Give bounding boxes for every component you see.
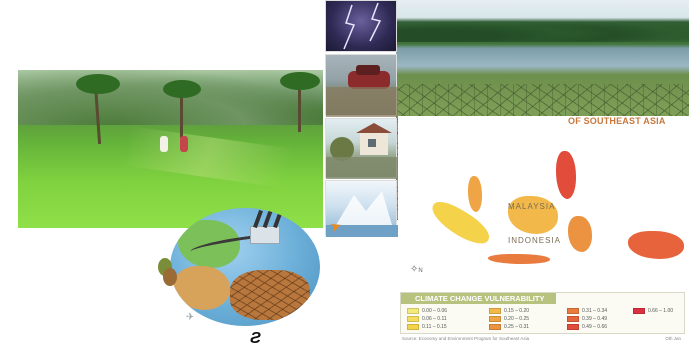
cracked-earth [230,270,310,320]
map-source-note: Source: Economy and Environment Program … [402,336,530,341]
palm-tree-trunk [298,82,301,132]
philippines-region [556,151,576,199]
borneo-region [508,196,558,234]
malay-peninsula-region [468,176,482,212]
legend-item: 0.31 – 0.34 [567,307,607,314]
legend-swatch [567,307,579,314]
legend-item: 0.25 – 0.31 [489,323,529,330]
compass-icon: ✧N [410,264,423,275]
logo-mark: Ƨ [250,330,261,344]
legend-label: 0.20 – 0.25 [504,315,530,322]
legend-swatch [567,323,579,330]
legend-item: 0.15 – 0.20 [489,307,529,314]
farmer-figure [180,136,188,152]
lightning-icon [343,2,382,50]
legend-swatch [407,323,419,330]
rice-field-photo [18,70,323,228]
lightning-storm-photo [325,0,397,52]
legend-title: CLIMATE CHANGE VULNERABILITY [401,293,556,304]
papua-region [628,231,684,259]
flooded-car-photo [325,54,398,117]
palm-tree-crown [163,80,201,98]
java-region [488,254,550,264]
sand-land [174,266,230,310]
compass-label: N [418,268,423,274]
legend-label: 0.49 – 0.66 [582,323,608,330]
iceberg-icon [326,191,398,237]
farmer-figure [160,136,168,152]
legend-label: 0.31 – 0.34 [582,307,608,314]
legend-item: 0.49 – 0.66 [567,323,607,330]
map-title: OF SOUTHEAST ASIA [568,116,666,126]
legend-swatch [489,323,501,330]
legend-label: 0.11 – 0.15 [422,323,447,330]
legend-item: 0.66 – 1.00 [633,307,673,314]
legend-label: 0.39 – 0.49 [582,315,608,322]
factory-icon [250,226,280,244]
car-icon [326,65,398,117]
tree-line [396,12,689,42]
field-path [126,126,323,194]
legend-swatch [567,315,579,322]
legend-swatch [489,307,501,314]
plane-icon: ✈ [186,312,195,323]
vulnerability-map: OF SOUTHEAST ASIA MALAYSIA INDONESIA ✧N … [398,116,689,344]
legend-item: 0.06 – 0.11 [407,315,447,322]
house-icon [326,123,398,179]
melting-ice-photo [325,180,398,237]
legend-swatch [407,315,419,322]
legend-item: 0.00 – 0.06 [407,307,447,314]
legend-label: 0.06 – 0.11 [422,315,447,322]
legend-label: 0.00 – 0.06 [422,307,448,314]
tree-icon [163,268,177,286]
mountain-hills [18,70,323,125]
palm-tree-crown [76,74,120,94]
legend-label: 0.66 – 1.00 [648,307,674,314]
legend-swatch [407,307,419,314]
legend-swatch [633,307,645,314]
legend-item: 0.11 – 0.15 [407,323,447,330]
legend-swatch [489,315,501,322]
legend-item: 0.20 – 0.25 [489,315,529,322]
globe-illustration [170,208,320,326]
sulawesi-region [568,216,592,252]
map-page-note: Oth Jan [665,336,681,341]
country-label-indonesia: INDONESIA [508,236,562,245]
legend-label: 0.15 – 0.20 [504,307,530,314]
green-land [178,220,240,268]
country-label-malaysia: MALAYSIA [508,202,556,211]
map-legend: CLIMATE CHANGE VULNERABILITY 0.00 – 0.06… [400,292,685,334]
legend-label: 0.25 – 0.31 [504,323,530,330]
sumatra-region [426,196,495,250]
palm-tree-crown [280,72,320,90]
palm-tree-trunk [180,90,183,138]
flooded-house-photo [325,118,398,179]
legend-item: 0.39 – 0.49 [567,315,607,322]
